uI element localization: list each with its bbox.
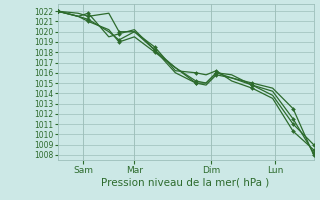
- X-axis label: Pression niveau de la mer( hPa ): Pression niveau de la mer( hPa ): [101, 177, 270, 187]
